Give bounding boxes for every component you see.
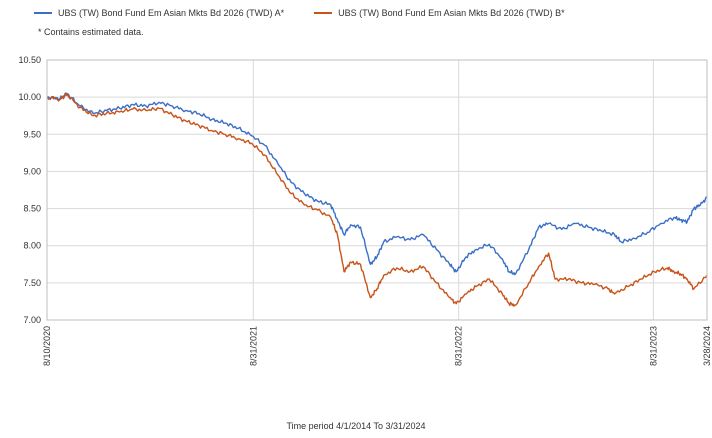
time-period-footer: Time period 4/1/2014 To 3/31/2024 [286, 421, 426, 431]
x-tick-label: 3/28/2024 [702, 326, 712, 366]
y-tick-label: 8.50 [23, 204, 41, 214]
legend-label-a: UBS (TW) Bond Fund Em Asian Mkts Bd 2026… [58, 8, 285, 18]
legend-swatch-b [314, 12, 333, 14]
y-tick-label: 10.50 [18, 55, 41, 65]
grid-lines [46, 59, 708, 321]
y-tick-label: 9.00 [23, 166, 41, 176]
legend: UBS (TW) Bond Fund Em Asian Mkts Bd 2026… [34, 8, 595, 37]
legend-item-a[interactable]: UBS (TW) Bond Fund Em Asian Mkts Bd 2026… [34, 8, 284, 18]
y-tick-label: 9.50 [23, 129, 41, 139]
y-tick-label: 8.00 [23, 241, 41, 251]
y-tick-label: 10.00 [18, 92, 41, 102]
series-lines [46, 92, 708, 307]
x-axis-ticks: 8/10/2020 8/31/2021 8/31/2022 8/31/2023 3/28… [42, 326, 712, 366]
x-tick-label: 8/10/2020 [42, 326, 52, 366]
y-axis-ticks: 10.50 10.00 9.50 9.00 8.50 8.00 7.50 7.00 [18, 55, 41, 325]
legend-swatch-a [34, 12, 52, 14]
legend-label-b: UBS (TW) Bond Fund Em Asian Mkts Bd 2026… [338, 8, 565, 18]
estimated-data-note: * Contains estimated data. [38, 27, 144, 37]
y-tick-label: 7.00 [23, 315, 41, 325]
x-tick-label: 8/31/2022 [454, 326, 464, 366]
plot-border [46, 59, 708, 321]
series-line-a [46, 92, 708, 276]
x-tick-label: 8/31/2023 [648, 326, 658, 366]
x-tick-label: 8/31/2021 [248, 326, 258, 366]
legend-item-b[interactable]: UBS (TW) Bond Fund Em Asian Mkts Bd 2026… [314, 8, 565, 18]
series-line-b [46, 93, 708, 307]
y-tick-label: 7.50 [23, 278, 41, 288]
